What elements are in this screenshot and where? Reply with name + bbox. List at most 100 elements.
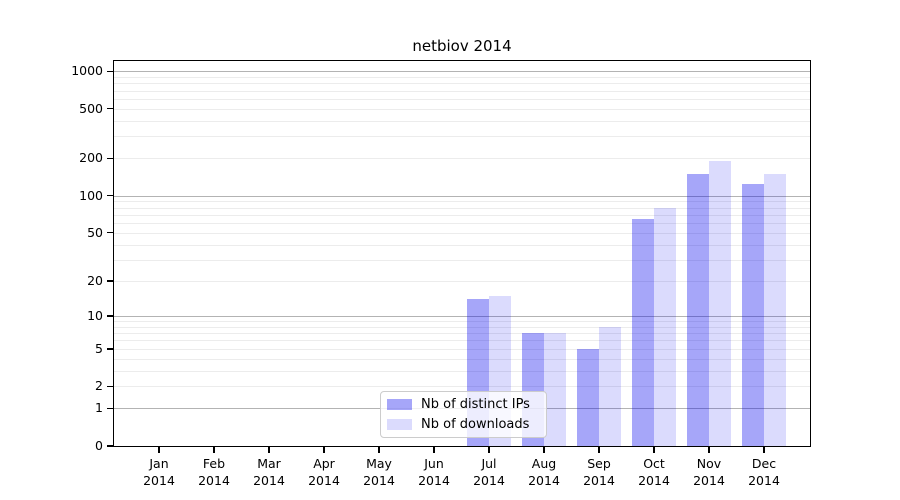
y-tick [107, 348, 113, 350]
x-tick [433, 447, 435, 453]
y-tick-label: 50 [87, 224, 103, 240]
y-tick-label: 20 [87, 272, 103, 288]
gridline-minor [113, 83, 811, 85]
x-tick-year: 2014 [418, 472, 450, 488]
gridline-minor [113, 326, 811, 328]
x-tick-year: 2014 [528, 472, 560, 488]
gridline-minor [113, 358, 811, 360]
y-tick [107, 195, 113, 197]
y-tick [107, 232, 113, 234]
x-tick-month: Apr [313, 456, 335, 471]
gridline-major [113, 195, 811, 197]
gridline-minor [113, 280, 811, 282]
x-tick-year: 2014 [363, 472, 395, 488]
gridline-minor [113, 259, 811, 261]
x-tick [158, 447, 160, 453]
y-tick-label: 1000 [71, 63, 103, 79]
y-tick-label: 5 [95, 340, 103, 356]
gridline-major [113, 315, 811, 317]
legend-item-downloads: Nb of downloads [387, 416, 546, 433]
x-tick [213, 447, 215, 453]
x-tick [543, 447, 545, 453]
bar-distinct-ips-oct [632, 218, 654, 446]
x-tick-label: Nov 2014 [677, 456, 741, 489]
y-tick [107, 385, 113, 388]
bar-downloads-aug [544, 333, 566, 446]
gridline-major [113, 71, 811, 73]
x-tick-year: 2014 [308, 472, 340, 488]
x-tick-month: Jun [424, 456, 444, 471]
gridline-minor [113, 232, 811, 234]
x-tick [708, 447, 710, 453]
y-tick [107, 445, 113, 447]
x-tick [653, 447, 655, 453]
y-tick-label: 200 [79, 150, 103, 166]
gridline-minor [113, 321, 811, 323]
legend-swatch-downloads [387, 419, 412, 430]
x-tick-label: Dec 2014 [732, 456, 796, 489]
x-tick-month: Feb [202, 456, 226, 471]
y-tick [107, 407, 113, 410]
x-tick-label: Aug 2014 [512, 456, 576, 489]
bar-distinct-ips-nov [687, 173, 709, 446]
gridline-minor [113, 348, 811, 350]
x-tick-label: Jan 2014 [127, 456, 191, 489]
x-tick-year: 2014 [198, 472, 230, 488]
gridline-minor [113, 370, 811, 372]
legend-label-distinct-ips: Nb of distinct IPs [421, 397, 530, 412]
gridline-minor [113, 333, 811, 335]
x-tick-year: 2014 [693, 472, 725, 488]
gridline-minor [113, 223, 811, 224]
x-tick [268, 447, 270, 453]
y-tick [107, 315, 113, 317]
x-tick-month: Oct [643, 456, 665, 471]
gridline-minor [113, 201, 811, 203]
gridline-minor [113, 108, 811, 110]
gridline-minor [113, 90, 811, 92]
x-tick-label: May 2014 [347, 456, 411, 489]
gridline-minor [113, 244, 811, 246]
y-tick-label: 500 [79, 100, 103, 116]
x-tick [763, 447, 765, 453]
gridline-minor [113, 214, 811, 216]
y-tick-label: 1 [95, 400, 103, 416]
x-tick [378, 447, 380, 453]
legend: Nb of distinct IPs Nb of downloads [380, 391, 547, 438]
bar-distinct-ips-dec [742, 183, 764, 446]
gridline-minor [113, 76, 811, 78]
bar-downloads-sep [599, 326, 621, 446]
x-tick [488, 447, 490, 453]
gridline-minor [113, 386, 811, 388]
y-tick-label: 2 [95, 378, 103, 394]
bar-downloads-nov [709, 161, 731, 446]
legend-swatch-distinct-ips [387, 399, 412, 410]
x-tick-label: Sep 2014 [567, 456, 631, 489]
x-tick-label: Feb 2014 [182, 456, 246, 489]
y-tick-label: 0 [95, 438, 103, 453]
x-tick-month: Aug [531, 456, 557, 471]
x-tick-month: May [366, 456, 392, 471]
y-tick [107, 108, 113, 110]
bar-downloads-oct [654, 207, 676, 446]
x-tick-label: Oct 2014 [622, 456, 686, 489]
plot-area [113, 60, 811, 447]
x-tick-year: 2014 [583, 472, 615, 488]
x-tick-month: Mar [257, 456, 281, 471]
x-tick-year: 2014 [253, 472, 285, 488]
x-tick-month: Nov [696, 456, 722, 471]
bar-distinct-ips-sep [577, 348, 599, 446]
gridline-minor [113, 98, 811, 100]
x-tick-month: Jan [149, 456, 169, 471]
x-tick-year: 2014 [748, 472, 780, 488]
x-tick-year: 2014 [473, 472, 505, 488]
bar-downloads-dec [764, 173, 786, 446]
y-tick [107, 157, 113, 160]
x-tick-year: 2014 [143, 472, 175, 488]
x-tick-year: 2014 [638, 472, 670, 488]
x-tick-label: Apr 2014 [292, 456, 356, 489]
gridline-minor [113, 120, 811, 122]
gridline-minor [113, 158, 811, 160]
gridline-minor [113, 207, 811, 209]
chart-title: netbiov 2014 [412, 37, 512, 55]
